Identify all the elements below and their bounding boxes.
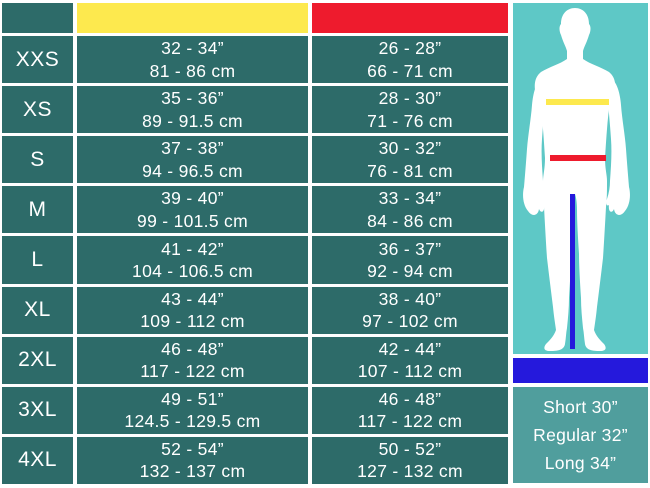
size-table: XXS 32 - 34” 81 - 86 cm 26 - 28” 66 - 71 c…	[2, 3, 508, 484]
size-label: XL	[24, 298, 51, 322]
chest-cell: 49 - 51” 124.5 - 129.5 cm	[77, 386, 308, 434]
inseam-option-short: Short 30”	[543, 396, 618, 417]
chest-cm: 99 - 101.5 cm	[137, 210, 248, 231]
waist-header-color-band	[312, 3, 508, 33]
waist-inches: 50 - 52”	[378, 439, 442, 460]
size-cell: XS	[2, 86, 73, 134]
inseam-option-long: Long 34”	[544, 452, 617, 473]
waist-cm: 117 - 122 cm	[357, 411, 463, 432]
chest-measure-line	[546, 99, 609, 105]
waist-cell: 26 - 28” 66 - 71 cm	[312, 36, 508, 84]
chest-cm: 109 - 112 cm	[140, 311, 245, 332]
size-cell: M	[2, 186, 73, 234]
waist-cm: 66 - 71 cm	[367, 60, 453, 81]
size-label: XS	[22, 97, 52, 121]
chest-inches: 35 - 36”	[161, 88, 224, 109]
chest-header-color-band	[77, 3, 308, 33]
size-cell: 3XL	[2, 386, 73, 434]
inseam-length-panel: Short 30” Regular 32” Long 34”	[513, 387, 648, 483]
chest-inches: 41 - 42”	[161, 238, 224, 259]
size-cell: XXS	[2, 36, 73, 84]
waist-cm: 76 - 81 cm	[367, 160, 453, 181]
chest-cm: 124.5 - 129.5 cm	[124, 411, 261, 432]
chest-cm: 81 - 86 cm	[149, 60, 236, 81]
chest-inches: 46 - 48”	[161, 338, 224, 359]
size-label: 2XL	[18, 348, 57, 372]
waist-cm: 127 - 132 cm	[357, 461, 463, 482]
size-label: XXS	[15, 47, 60, 71]
waist-inches: 28 - 30”	[378, 88, 442, 109]
waist-cell: 30 - 32” 76 - 81 cm	[312, 136, 508, 184]
chest-cell: 43 - 44” 109 - 112 cm	[77, 286, 308, 334]
size-cell: L	[2, 236, 73, 284]
waist-inches: 33 - 34”	[378, 188, 442, 209]
chest-inches: 43 - 44”	[161, 288, 224, 309]
right-arm-silhouette	[606, 79, 630, 215]
chest-cell: 32 - 34” 81 - 86 cm	[77, 36, 308, 84]
waist-cell: 50 - 52” 127 - 132 cm	[312, 436, 508, 484]
chest-cell: 37 - 38” 94 - 96.5 cm	[77, 136, 308, 184]
header-blank-cell	[2, 3, 73, 33]
chest-cell: 35 - 36” 89 - 91.5 cm	[77, 86, 308, 134]
chest-inches: 49 - 51”	[161, 388, 224, 409]
size-cell: 4XL	[2, 436, 73, 484]
waist-cm: 97 - 102 cm	[362, 311, 458, 332]
waist-inches: 42 - 44”	[378, 338, 442, 359]
body-silhouette	[534, 8, 616, 351]
waist-inches: 26 - 28”	[378, 38, 442, 59]
waist-inches: 30 - 32”	[378, 138, 442, 159]
size-cell: S	[2, 136, 73, 184]
chest-inches: 37 - 38”	[161, 138, 224, 159]
waist-cell: 46 - 48” 117 - 122 cm	[312, 386, 508, 434]
body-figure-diagram	[523, 8, 630, 351]
waist-measure-line	[550, 155, 606, 161]
size-label: 3XL	[18, 398, 57, 422]
size-label: S	[30, 147, 45, 171]
inseam-header-color-band	[513, 358, 648, 383]
chest-cm: 132 - 137 cm	[139, 461, 246, 482]
chest-cm: 94 - 96.5 cm	[142, 160, 243, 181]
waist-inches: 36 - 37”	[378, 238, 442, 259]
waist-cell: 38 - 40” 97 - 102 cm	[312, 286, 508, 334]
waist-cell: 33 - 34” 84 - 86 cm	[312, 186, 508, 234]
size-label: L	[31, 247, 44, 271]
chest-cm: 89 - 91.5 cm	[142, 110, 243, 131]
chest-cell: 52 - 54” 132 - 137 cm	[77, 436, 308, 484]
inseam-option-regular: Regular 32”	[533, 424, 628, 445]
waist-inches: 46 - 48”	[378, 388, 442, 409]
chest-cell: 39 - 40” 99 - 101.5 cm	[77, 186, 308, 234]
inseam-measure-line	[570, 194, 575, 349]
waist-cell: 36 - 37” 92 - 94 cm	[312, 236, 508, 284]
size-cell: 2XL	[2, 336, 73, 384]
size-cell: XL	[2, 286, 73, 334]
chest-inches: 32 - 34”	[161, 38, 224, 59]
body-figure-panel	[513, 3, 648, 354]
chest-cell: 41 - 42” 104 - 106.5 cm	[77, 236, 308, 284]
chest-cm: 117 - 122 cm	[140, 361, 245, 382]
waist-cm: 92 - 94 cm	[367, 260, 453, 281]
waist-cm: 71 - 76 cm	[367, 110, 453, 131]
waist-cm: 84 - 86 cm	[367, 210, 453, 231]
left-arm-silhouette	[523, 79, 547, 215]
chest-inches: 52 - 54”	[161, 439, 224, 460]
chest-inches: 39 - 40”	[161, 188, 224, 209]
chest-cell: 46 - 48” 117 - 122 cm	[77, 336, 308, 384]
waist-cell: 28 - 30” 71 - 76 cm	[312, 86, 508, 134]
waist-cell: 42 - 44” 107 - 112 cm	[312, 336, 508, 384]
size-label: 4XL	[18, 448, 57, 472]
size-label: M	[28, 197, 47, 221]
waist-inches: 38 - 40”	[378, 288, 442, 309]
waist-cm: 107 - 112 cm	[357, 361, 463, 382]
chest-cm: 104 - 106.5 cm	[132, 260, 253, 281]
